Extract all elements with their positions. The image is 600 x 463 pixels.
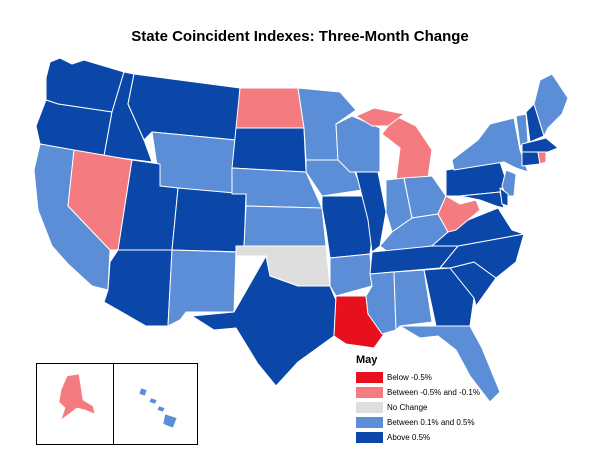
- legend-item: Between 0.1% and 0.5%: [356, 415, 586, 429]
- state-IL[interactable]: [355, 171, 387, 253]
- legend-title: May: [356, 354, 378, 366]
- state-CT[interactable]: [521, 151, 541, 167]
- state-WV[interactable]: [437, 195, 481, 233]
- state-TX[interactable]: [191, 255, 337, 387]
- state-MA[interactable]: [521, 137, 559, 153]
- state-WI[interactable]: [335, 115, 381, 173]
- state-ND[interactable]: [235, 87, 305, 129]
- legend-label: Between -0.5% and -0.1%: [387, 387, 480, 397]
- legend-item: Between -0.5% and -0.1%: [356, 385, 586, 399]
- state-CO[interactable]: [171, 187, 247, 253]
- state-MD[interactable]: [459, 191, 505, 209]
- state-HI-4[interactable]: [162, 413, 178, 429]
- legend-label: Above 0.5%: [387, 432, 431, 442]
- legend-swatch: [356, 386, 383, 398]
- state-AR[interactable]: [329, 253, 373, 297]
- state-MT[interactable]: [127, 73, 241, 141]
- legend-item: No Change: [356, 400, 586, 414]
- state-NY[interactable]: [451, 117, 529, 173]
- inset-svg: [58, 373, 178, 429]
- legend-label: Below -0.5%: [387, 372, 432, 382]
- legend: May Below -0.5% Between -0.5% and -0.1% …: [356, 354, 586, 445]
- legend-label: Between 0.1% and 0.5%: [387, 417, 475, 427]
- state-MI-upper[interactable]: [355, 107, 405, 127]
- state-FL[interactable]: [399, 325, 501, 403]
- legend-item: Above 0.5%: [356, 430, 586, 444]
- legend-swatch: [356, 416, 383, 428]
- state-ME[interactable]: [533, 73, 569, 137]
- state-HI-3[interactable]: [156, 405, 166, 413]
- state-AZ[interactable]: [103, 249, 173, 327]
- state-HI[interactable]: [138, 387, 148, 397]
- state-HI-2[interactable]: [148, 397, 158, 405]
- state-NJ[interactable]: [501, 169, 517, 197]
- state-SD[interactable]: [231, 127, 307, 173]
- state-OK[interactable]: [235, 245, 331, 287]
- state-MI[interactable]: [381, 115, 433, 181]
- inset-map: [36, 363, 198, 445]
- state-NV[interactable]: [67, 149, 133, 251]
- legend-swatch: [356, 431, 383, 443]
- state-KS[interactable]: [243, 205, 327, 247]
- inset-divider: [113, 364, 114, 444]
- state-AK[interactable]: [58, 373, 96, 421]
- legend-item: Below -0.5%: [356, 370, 586, 384]
- legend-swatch: [356, 371, 383, 383]
- map-title: State Coincident Indexes: Three-Month Ch…: [131, 28, 469, 45]
- state-DE[interactable]: [499, 187, 509, 207]
- legend-label: No Change: [387, 402, 428, 412]
- state-AL[interactable]: [393, 269, 433, 331]
- legend-swatch: [356, 401, 383, 413]
- state-RI[interactable]: [537, 151, 547, 165]
- state-WY[interactable]: [151, 131, 237, 195]
